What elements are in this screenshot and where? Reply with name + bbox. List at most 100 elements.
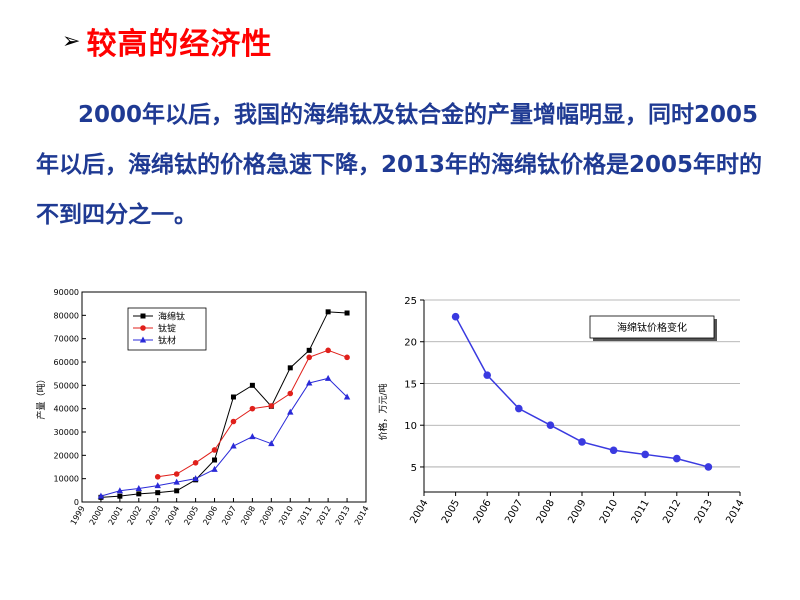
- data-point: [451, 312, 460, 321]
- x-tick-label: 2007: [503, 498, 525, 526]
- legend-label: 海绵钛: [158, 311, 185, 323]
- y-tick-label: 5: [411, 463, 417, 474]
- data-point: [230, 442, 237, 449]
- legend-label: 钛材: [158, 335, 176, 347]
- data-point: [325, 309, 331, 315]
- data-point: [344, 310, 350, 316]
- data-point: [673, 454, 681, 463]
- data-point: [192, 460, 199, 466]
- x-tick-label: 2006: [201, 505, 219, 527]
- data-point: [249, 405, 256, 412]
- y-tick-label: 60000: [54, 358, 79, 367]
- x-tick-label: 2009: [258, 505, 276, 527]
- x-tick-label: 2012: [661, 498, 683, 526]
- x-tick-label: 1999: [69, 505, 87, 527]
- data-point: [268, 440, 275, 447]
- data-point: [704, 463, 713, 471]
- data-point: [324, 374, 332, 381]
- y-tick-label: 90000: [54, 288, 79, 297]
- y-axis-label: 价格，万元/吨: [377, 383, 389, 440]
- arrow-bullet-icon: ➢: [62, 28, 81, 54]
- data-point: [173, 478, 180, 485]
- data-point: [344, 354, 350, 361]
- data-point: [343, 393, 351, 400]
- data-point: [306, 354, 313, 361]
- x-tick-label: 2011: [296, 505, 314, 527]
- data-point: [483, 371, 491, 379]
- x-tick-label: 2005: [182, 505, 200, 527]
- price-chart: 5 10 15 20 25 2004 2005 2006 2007 2008 2009 2010 201…: [377, 296, 747, 526]
- legend-label: 钛锭: [158, 323, 176, 335]
- legend-marker: [140, 313, 146, 319]
- x-tick-label: 2004: [408, 498, 430, 526]
- x-tick-label: 2007: [220, 505, 238, 527]
- data-point: [212, 457, 218, 463]
- data-point: [249, 433, 256, 440]
- y-tick-label: 70000: [54, 335, 79, 344]
- data-point: [155, 490, 161, 496]
- data-point: [230, 418, 237, 425]
- x-tick-label: 2008: [239, 505, 257, 527]
- data-point: [173, 471, 180, 477]
- x-tick-label: 2002: [126, 505, 144, 527]
- x-tick-label: 2012: [315, 505, 333, 527]
- data-point: [306, 347, 312, 353]
- x-tick-label: 2010: [598, 498, 620, 526]
- data-point: [135, 484, 142, 491]
- data-point: [546, 421, 555, 430]
- data-point: [211, 447, 218, 453]
- series-line-2: [157, 349, 348, 478]
- y-tick-label: 30000: [54, 428, 79, 437]
- slide-title: ➢ 较高的经济性: [62, 18, 272, 64]
- x-tick-label: 2003: [144, 505, 162, 527]
- data-point: [287, 365, 293, 371]
- x-tick-label: 2013: [693, 498, 715, 526]
- legend-label: 海绵钛价格变化: [617, 321, 687, 334]
- y-tick-label: 20000: [54, 451, 79, 460]
- data-point: [325, 347, 331, 354]
- data-point: [515, 404, 523, 413]
- x-tick-label: 2014: [724, 498, 746, 526]
- y-axis-label: 产量（吨）: [35, 374, 47, 419]
- x-tick-label: 2008: [535, 498, 557, 526]
- data-point: [136, 491, 142, 497]
- y-tick-label: 20: [404, 338, 417, 349]
- legend-marker: [139, 336, 147, 343]
- data-point: [249, 382, 255, 388]
- data-point: [268, 403, 275, 409]
- x-tick-label: 2001: [107, 505, 125, 527]
- y-tick-label: 50000: [54, 381, 79, 390]
- x-tick-label: 2011: [630, 498, 652, 526]
- x-tick-label: 2000: [88, 505, 106, 527]
- y-tick-label: 10: [404, 421, 417, 432]
- data-point: [641, 450, 649, 459]
- body-paragraph: 2000年以后，我国的海绵钛及钛合金的产量增幅明显，同时2005年以后，海绵钛的…: [36, 102, 763, 228]
- x-tick-label: 2014: [353, 505, 371, 527]
- data-point: [154, 474, 161, 480]
- data-point: [116, 487, 124, 494]
- data-point: [287, 408, 294, 415]
- x-tick-label: 2004: [163, 505, 181, 527]
- data-point: [211, 465, 218, 472]
- production-chart: 0 10000 20000 30000 40000 50000 60000 70000 8000…: [35, 288, 371, 527]
- legend-box: [589, 315, 715, 339]
- series-line-1: [100, 311, 348, 498]
- y-tick-label: 0: [74, 498, 79, 507]
- y-tick-label: 80000: [54, 311, 79, 320]
- x-tick-label: 2013: [334, 505, 352, 527]
- y-tick-label: 10000: [54, 475, 79, 484]
- data-point: [287, 390, 294, 397]
- x-tick-label: 2009: [566, 498, 588, 526]
- slide-heading: 较高的经济性: [86, 27, 273, 62]
- x-tick-label: 2010: [277, 505, 295, 527]
- y-tick-label: 40000: [54, 405, 79, 414]
- data-point: [97, 492, 105, 499]
- y-tick-label: 25: [404, 296, 417, 307]
- data-point: [192, 475, 199, 482]
- data-point: [230, 394, 236, 400]
- x-tick-label: 2005: [440, 498, 462, 526]
- data-point: [117, 493, 123, 499]
- data-point: [174, 488, 180, 494]
- series-line-3: [100, 377, 348, 497]
- plot-frame: [81, 291, 367, 503]
